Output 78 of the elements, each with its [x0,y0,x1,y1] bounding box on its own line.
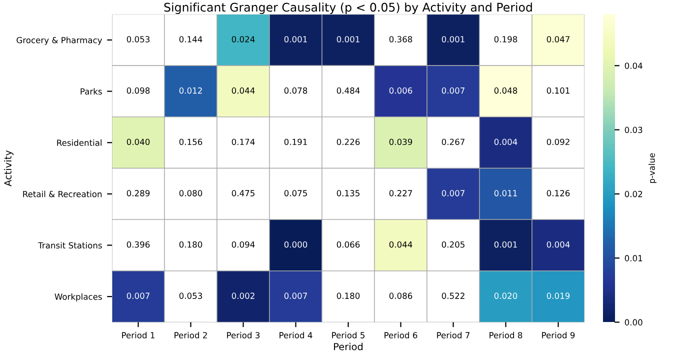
text: 0.226 [336,138,360,146]
x-tick-label: Period 9 [542,332,575,338]
text: 0.126 [546,190,570,196]
x-tick-label: Period 1 [122,332,154,338]
text: 0.156 [179,138,202,146]
x-tick-label: Period 6 [384,332,418,338]
text: 0.180 [336,292,360,299]
text: 0.053 [179,292,202,299]
text: 0.086 [389,292,412,299]
x-tick-label: Period 4 [280,332,312,338]
data-label: 0.047 [546,36,570,42]
text: 0.135 [336,190,360,196]
y-tick-label: Grocery & Pharmacy [16,36,102,45]
text: 0.484 [336,87,360,94]
data-label: 0.039 [389,138,412,146]
text: 0.094 [232,241,255,248]
data-label: 0.019 [546,292,570,299]
text: 0.075 [284,190,307,196]
text: 0.066 [336,241,360,248]
text: 0.180 [179,241,202,248]
text: 0.092 [546,138,570,146]
y-tick-label: Retail & Recreation [23,190,102,198]
data-label: 0.040 [126,138,150,146]
text: 0.396 [126,241,150,248]
data-label: 0.001 [336,36,360,42]
data-label: 0.004 [546,241,570,248]
data-label: 0.044 [389,241,412,248]
text: 0.098 [126,87,150,94]
x-tick-label: Period 3 [227,332,260,338]
text: 0.267 [442,138,464,146]
data-label: 0.004 [494,138,518,146]
data-label: 0.011 [494,190,517,196]
x-tick-label: Period 2 [174,332,207,338]
y-axis-title: Activity [4,150,14,186]
data-label: 0.001 [494,241,517,248]
text: 0.191 [284,138,307,146]
data-label: 0.007 [442,87,464,94]
text: 0.198 [494,36,518,42]
data-label: 0.012 [179,87,202,94]
data-label: 0.024 [232,36,255,42]
data-label: 0.044 [232,87,255,94]
text: 0.174 [232,138,255,146]
text: 0.101 [546,87,570,94]
text: 0.078 [284,87,308,94]
color-bar-label: 0.02 [624,190,642,198]
y-tick-label: Transit Stations [38,242,102,249]
color-bar-label: 0.00 [624,319,642,326]
chart-title: Significant Granger Causality (p < 0.05) by Activity and Period [164,2,532,14]
text: 0.080 [179,190,202,196]
data-label: 0.000 [284,241,308,248]
text: 0.205 [442,241,464,248]
text: 0.475 [232,190,254,196]
data-label: 0.001 [284,36,307,42]
color-bar-label: 0.04 [624,62,642,69]
text: 0.289 [126,190,150,196]
x-tick-label: Period 7 [437,332,470,338]
data-label: 0.048 [494,87,518,94]
text: 0.522 [442,292,464,299]
data-label: 0.002 [232,292,254,299]
color-bar-title: p-value [648,153,656,183]
text: 0.053 [126,36,150,42]
y-tick-label: Parks [80,88,102,95]
data-label: 0.006 [389,87,412,94]
data-label: 0.007 [442,190,464,196]
data-label: 0.007 [284,292,307,299]
data-label: 0.020 [494,292,518,299]
text: 0.144 [179,36,202,42]
x-axis-title: Period [334,342,363,350]
text: 0.368 [389,36,412,42]
y-tick-label: Residential [57,139,102,146]
color-bar-label: 0.03 [624,126,642,134]
x-tick-label: Period 5 [332,332,364,338]
y-tick-label: Workplaces [54,293,102,302]
x-tick-label: Period 8 [490,332,522,338]
data-label: 0.001 [442,36,464,42]
color-bar-label: 0.01 [624,255,642,262]
data-label: 0.007 [126,292,150,299]
text: 0.227 [389,190,412,196]
